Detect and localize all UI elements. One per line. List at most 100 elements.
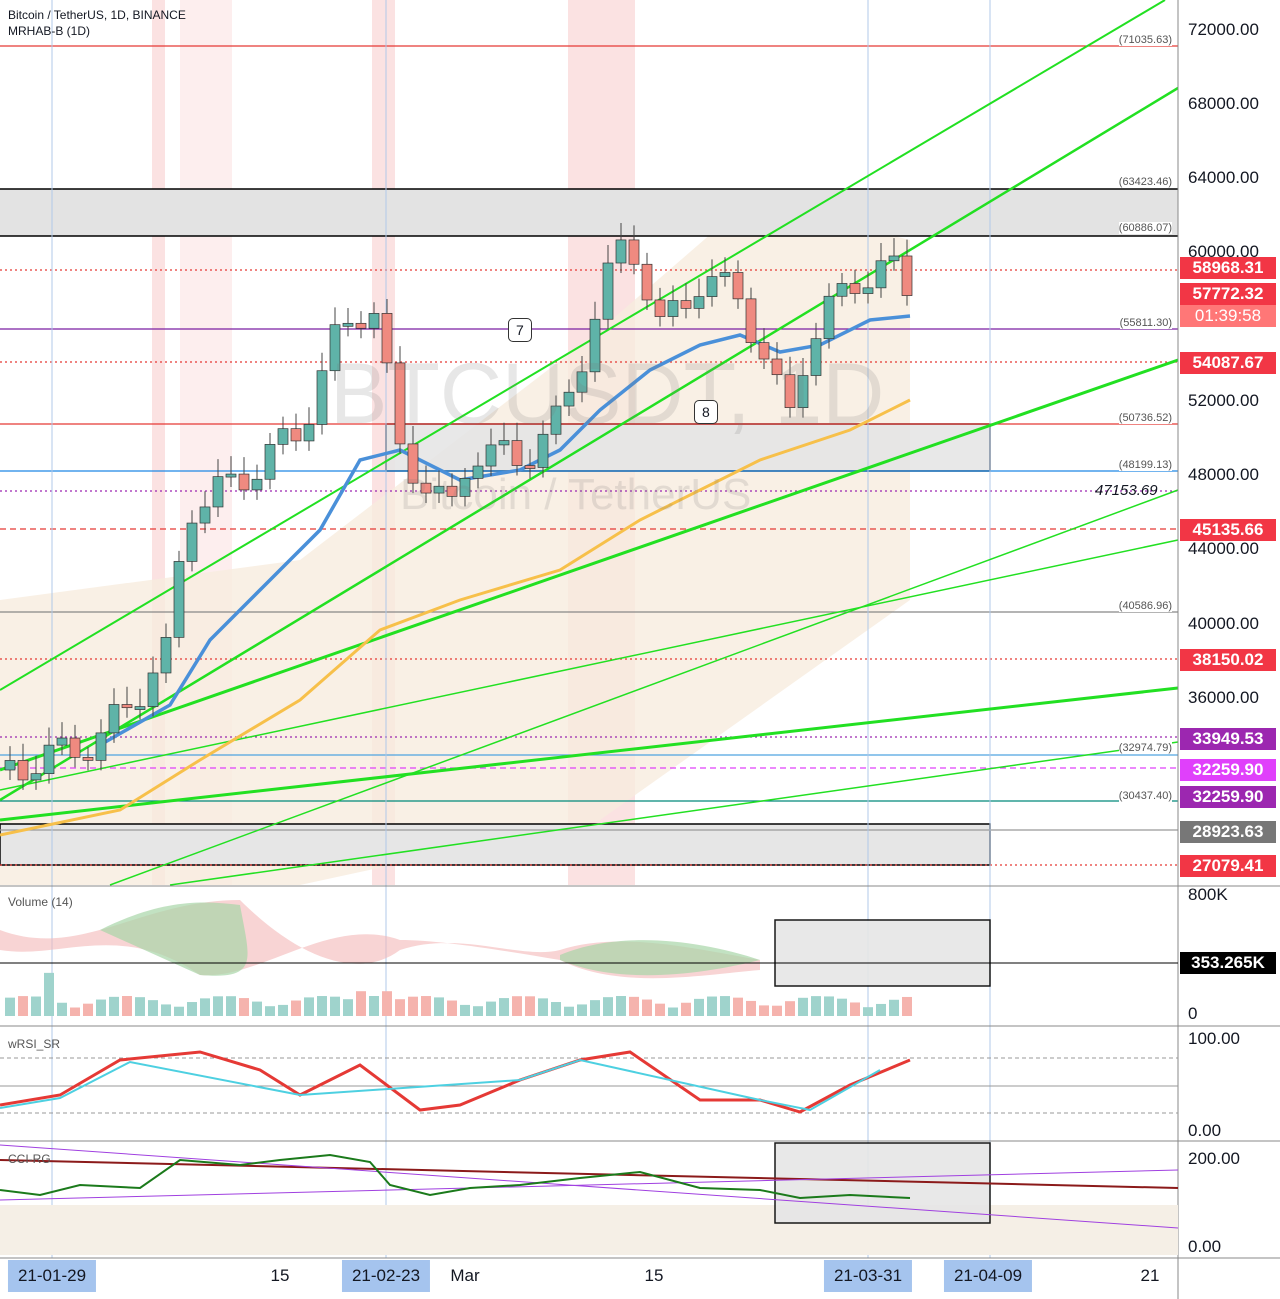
candle-part [472, 465, 484, 479]
candle-part [733, 997, 743, 1016]
candle-part [563, 391, 575, 407]
candle-part [616, 996, 626, 1016]
candle-part [537, 433, 549, 468]
time-label: 15 [644, 1266, 664, 1285]
candle-part [902, 996, 912, 1016]
candle-part [17, 760, 29, 781]
candle-part [654, 299, 666, 317]
candle-part [602, 262, 614, 320]
candle-part [850, 1002, 860, 1016]
background [0, 0, 1178, 1258]
candle-part [589, 318, 601, 373]
candle-part [239, 998, 249, 1016]
candle-part [772, 1005, 782, 1016]
cci-axis: 0.00 [1188, 1237, 1222, 1256]
symbol-title: Bitcoin / TetherUS, 1D, BINANCE [8, 8, 186, 22]
candle-part [82, 756, 94, 761]
candle-part [70, 1007, 80, 1016]
candle-part [655, 1003, 665, 1016]
candle-part [291, 1000, 301, 1016]
candle-part [30, 773, 42, 781]
candle-part [798, 997, 808, 1016]
candle-part [330, 996, 340, 1016]
candle-part [95, 732, 107, 761]
candle-part [693, 296, 705, 309]
volume-axis: 0 [1188, 1004, 1198, 1023]
price-tag: 27079.41 [1180, 855, 1276, 877]
candle-part [134, 706, 146, 710]
price-axis-label: 44000.00 [1188, 539, 1259, 558]
candle-part [785, 1001, 795, 1016]
candle-part [524, 465, 536, 469]
candle-part [43, 744, 55, 775]
candle-part [719, 272, 731, 277]
price-tag: 28923.63 [1180, 821, 1276, 843]
candle-part [629, 996, 639, 1016]
countdown: 01:39:58 [1180, 305, 1276, 327]
candle-part [316, 370, 328, 425]
candle-part [407, 443, 419, 484]
price-axis-label: 40000.00 [1188, 614, 1259, 633]
price-tag: 45135.66 [1180, 519, 1276, 541]
candle-part [473, 1006, 483, 1016]
candle-part [408, 996, 418, 1016]
time-label: Mar [450, 1266, 480, 1285]
candle-part [499, 998, 509, 1016]
candle-part [433, 485, 445, 494]
candle-part [511, 440, 523, 466]
candle-part [849, 283, 861, 294]
candle-part [823, 295, 835, 340]
price-tag: 38150.02 [1180, 649, 1276, 671]
candle-part [56, 737, 68, 746]
price-axis-label: 64000.00 [1188, 168, 1259, 187]
volume-label: Volume (14) [8, 895, 73, 909]
candle-part [238, 473, 250, 491]
level-label: (32974.79) [1118, 742, 1172, 754]
candle-part [69, 737, 81, 758]
candle-part [148, 1000, 158, 1016]
watermark-symbol: BTCUSDT, 1D [330, 346, 885, 442]
candle-part [147, 672, 159, 707]
candle-part [538, 998, 548, 1016]
candle-part [810, 338, 822, 376]
candle-part [680, 300, 692, 309]
candles [4, 223, 913, 790]
candle-part [875, 260, 887, 289]
candle-part [525, 996, 535, 1016]
price-axis-label: 68000.00 [1188, 94, 1259, 113]
price-axis-label: 48000.00 [1188, 465, 1259, 484]
candle-part [5, 997, 15, 1016]
candle-part [83, 1003, 93, 1016]
level-label: (55811.30) [1119, 317, 1172, 329]
candle-part [642, 999, 652, 1016]
candle-part [161, 1004, 171, 1016]
candle-part [460, 1004, 470, 1016]
candle-part [759, 1005, 769, 1016]
ma-slow [0, 398, 911, 837]
candle-part [96, 999, 106, 1016]
candle-part [277, 428, 289, 445]
time-label: 21-02-23 [341, 1260, 431, 1292]
candle-part [615, 239, 627, 264]
candle-part [707, 996, 717, 1016]
candle-part [187, 1002, 197, 1016]
candle-part [446, 485, 458, 497]
candle-part [160, 637, 172, 674]
candle-part [498, 440, 510, 446]
indicator-name: MRHAB-B (1D) [8, 24, 91, 38]
level-label: (40586.96) [1118, 600, 1172, 612]
trend-lines [0, 0, 1179, 886]
candle-part [576, 371, 588, 393]
candle-part [641, 263, 653, 301]
price-axis-label: 60000.00 [1188, 242, 1259, 261]
candle-part [329, 324, 341, 372]
time-label: 21-03-31 [823, 1260, 913, 1292]
candle-part [343, 999, 353, 1016]
price-tag: 54087.67 [1180, 352, 1276, 374]
candle-part [355, 322, 367, 329]
candle-part [122, 996, 132, 1016]
candle-part [382, 991, 392, 1016]
candle-part [732, 272, 744, 300]
candle-part [4, 760, 16, 771]
candle-part [876, 1003, 886, 1016]
